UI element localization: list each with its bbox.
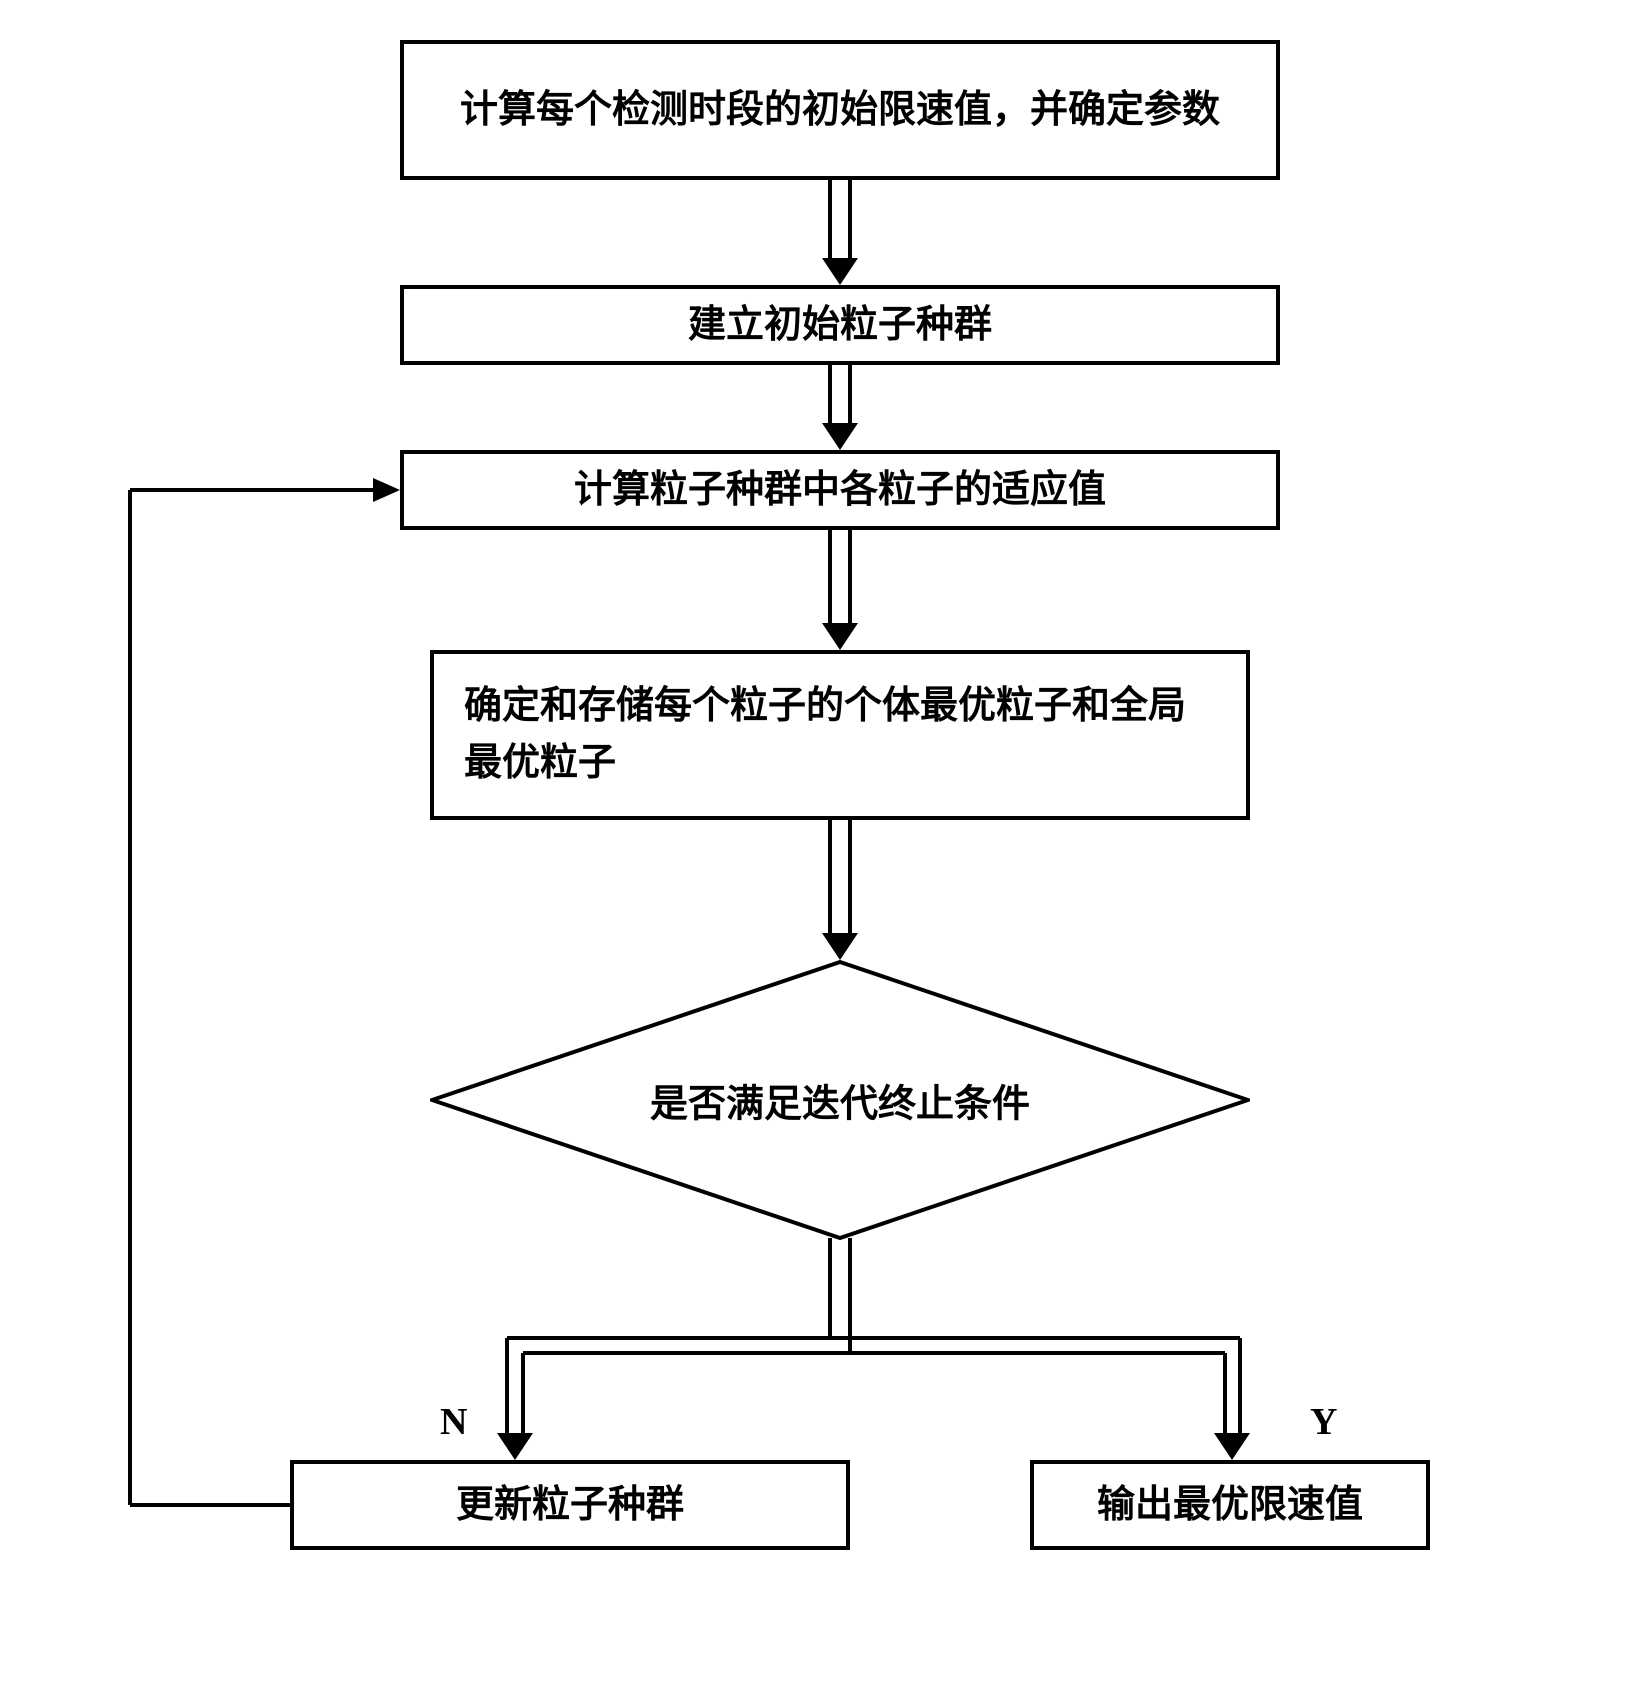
flowchart-container: 计算每个检测时段的初始限速值，并确定参数 建立初始粒子种群 计算粒子种群中各粒子… bbox=[0, 0, 1644, 1700]
loop-back bbox=[0, 0, 1644, 1700]
